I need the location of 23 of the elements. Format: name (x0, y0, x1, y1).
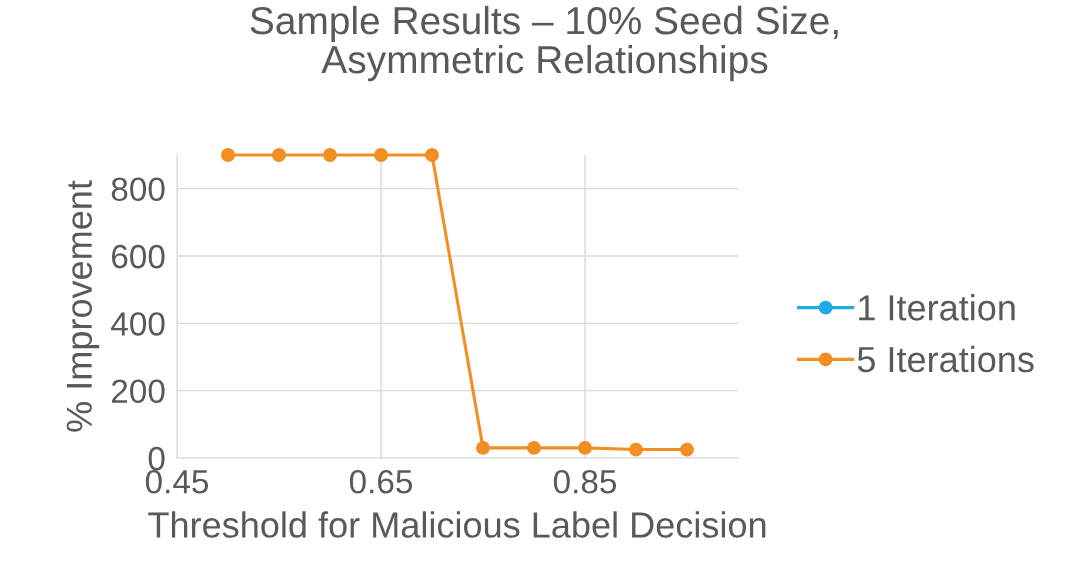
point (221, 148, 235, 162)
y-tick-label: 600 (111, 244, 165, 269)
point (680, 442, 694, 457)
point (476, 440, 490, 455)
x-tick-label: 0.65 (349, 469, 413, 494)
point (527, 440, 541, 455)
y-tick-label: 0 (148, 446, 165, 471)
y-tick-label: 200 (111, 379, 165, 404)
point (374, 148, 388, 162)
x-tick-label: 0.85 (553, 469, 617, 494)
x-tick-label: 0.45 (145, 469, 209, 494)
legend-label: 5 Iterations (857, 345, 1034, 373)
point (425, 148, 439, 162)
y-tick-label: 400 (111, 312, 165, 336)
point (272, 148, 286, 162)
chart-title: Sample Results – 10% Seed Size, Asymmetric Relationships (250, 5, 838, 82)
y-axis-title: % Improvement (66, 180, 100, 432)
point (578, 440, 592, 455)
y-tick-label: 800 (111, 177, 165, 202)
legend-label: 1 Iteration (859, 294, 1015, 321)
point (323, 148, 337, 162)
point (629, 442, 643, 457)
x-axis-title: Threshold for Malicious Label Decision (148, 511, 766, 538)
